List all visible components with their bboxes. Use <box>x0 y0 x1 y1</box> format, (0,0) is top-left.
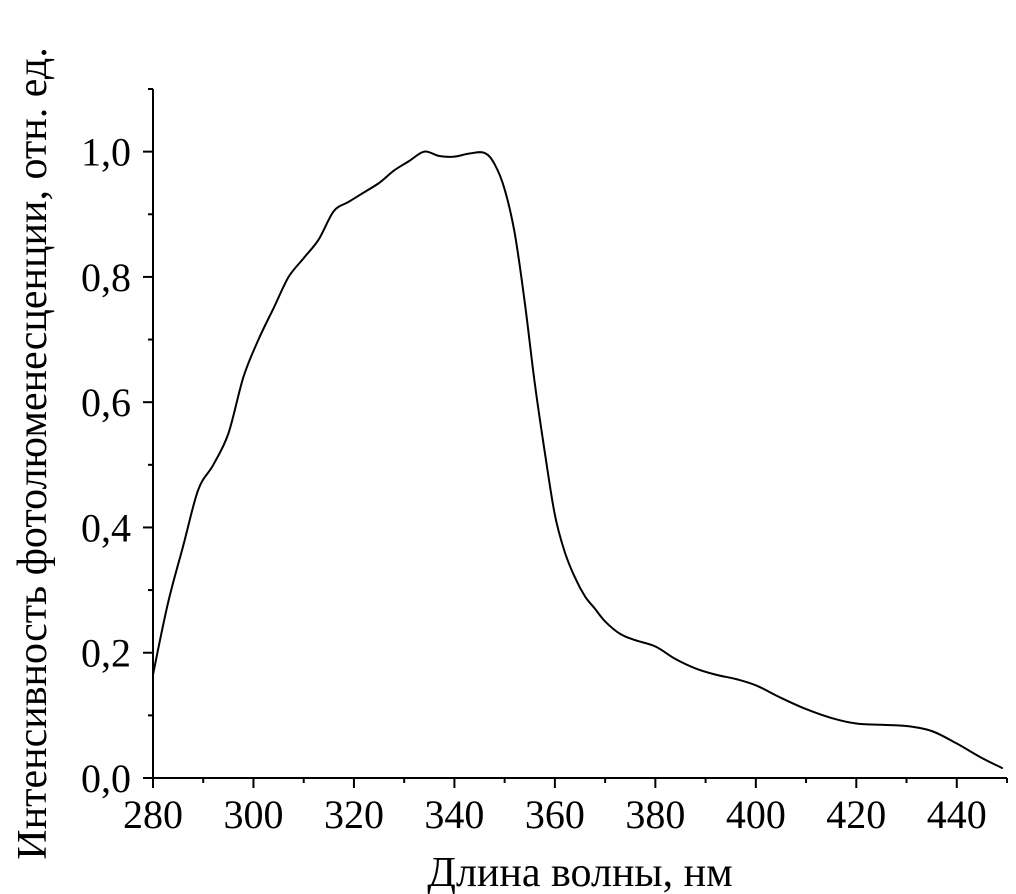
x-tick-label: 380 <box>625 792 685 837</box>
y-ticks: 0,0 0,2 0,4 0,6 0,8 1,0 <box>81 88 153 801</box>
x-tick-label: 360 <box>525 792 585 837</box>
x-tick-label: 440 <box>927 792 987 837</box>
x-tick-label: 280 <box>123 792 183 837</box>
y-tick-label: 0,6 <box>81 380 131 425</box>
y-tick-label: 0,2 <box>81 631 131 676</box>
series-line <box>152 150 1003 769</box>
x-ticks: 280 300 320 340 360 380 400 420 440 <box>123 778 1008 837</box>
y-tick-label: 1,0 <box>81 130 131 175</box>
x-axis-label: Длина волны, нм <box>427 850 732 894</box>
y-tick-label: 0,8 <box>81 255 131 300</box>
y-axis-label: Интенсивность фотолюменесценции, отн. ед… <box>10 47 56 859</box>
x-tick-label: 420 <box>826 792 886 837</box>
x-tick-label: 400 <box>726 792 786 837</box>
axes <box>152 89 1007 779</box>
y-tick-label: 0,4 <box>81 505 131 550</box>
y-tick-label: 0,0 <box>81 756 131 801</box>
x-tick-label: 320 <box>324 792 384 837</box>
x-tick-label: 340 <box>424 792 484 837</box>
x-tick-label: 300 <box>223 792 283 837</box>
